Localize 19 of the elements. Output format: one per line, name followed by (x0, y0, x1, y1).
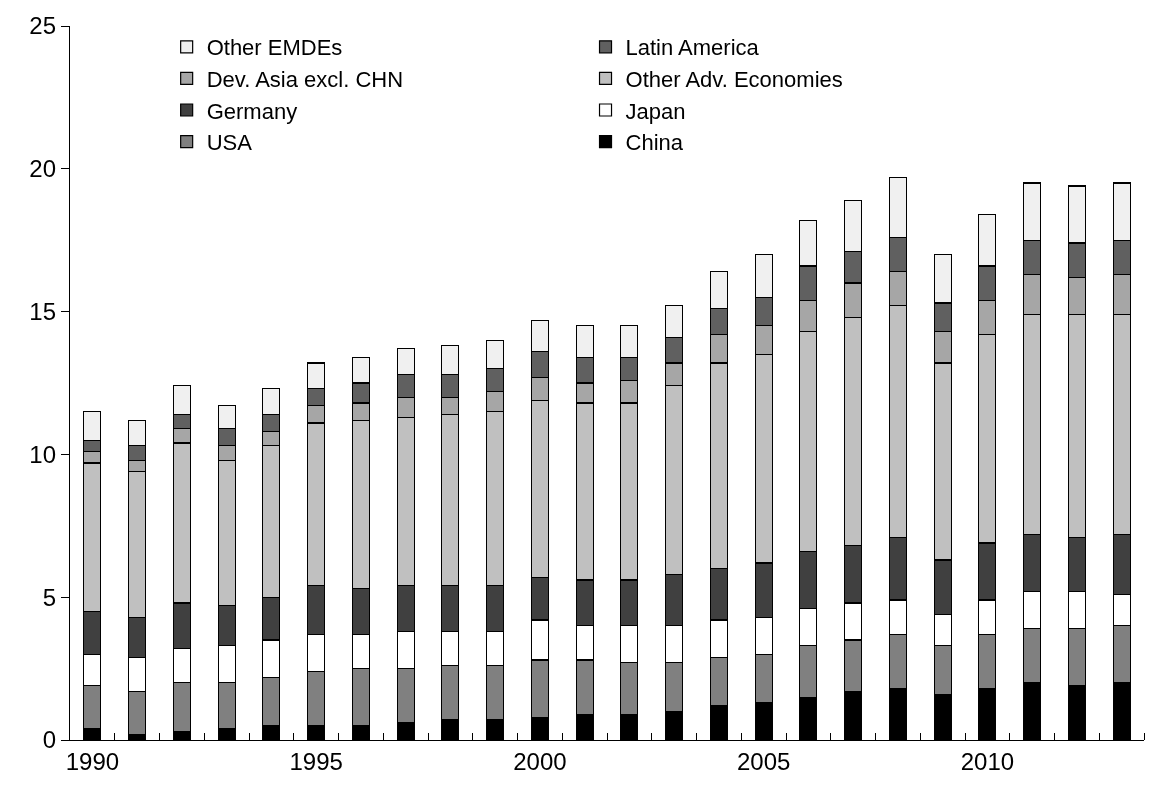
legend-label: USA (206, 130, 253, 156)
x-tick-label: 2005 (736, 748, 791, 775)
y-tick-label: 5 (42, 583, 56, 611)
legend-label: China (625, 130, 684, 156)
y-tick-label: 20 (29, 155, 56, 183)
x-tick-label: 2010 (960, 748, 1015, 775)
legend-label: Japan (625, 98, 686, 124)
legend-label: Other EMDEs (206, 35, 343, 61)
y-tick-label: 0 (42, 726, 56, 754)
legend-label: Germany (206, 98, 298, 124)
legend-label: Other Adv. Economies (625, 66, 843, 92)
y-tick-label: 10 (29, 440, 56, 468)
y-tick-label: 25 (29, 12, 56, 40)
x-tick-label: 2000 (513, 748, 567, 775)
x-tick-label: 1995 (289, 748, 343, 775)
y-tick-label: 15 (29, 298, 56, 325)
x-tick-label: 1990 (65, 748, 120, 775)
legend-label: Latin America (625, 35, 760, 61)
legend-label: Dev. Asia excl. CHN (206, 66, 404, 92)
